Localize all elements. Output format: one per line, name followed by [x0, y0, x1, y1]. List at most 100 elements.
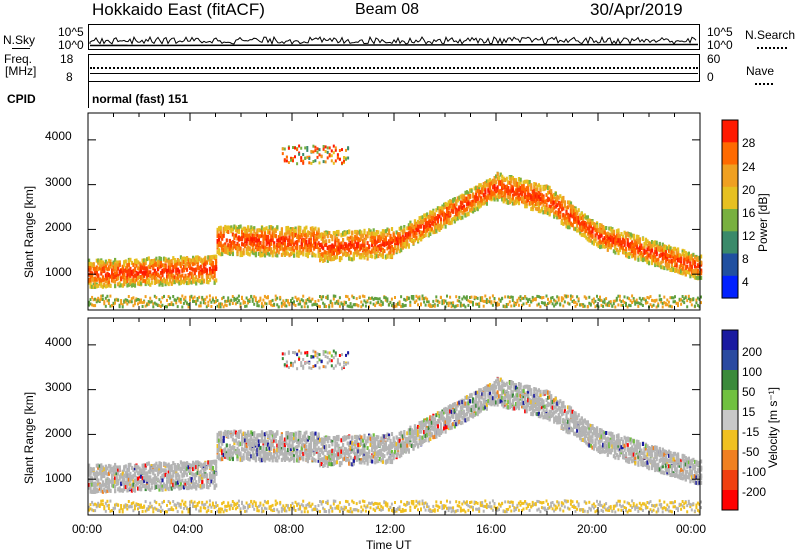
power-cell [387, 239, 391, 244]
power-cell [189, 263, 192, 268]
power-cell [680, 302, 683, 306]
power-cell [120, 276, 123, 281]
power-cell [199, 271, 202, 276]
power-cell [164, 257, 167, 262]
power-cell [306, 146, 309, 149]
power-cell [288, 303, 291, 307]
power-cell [563, 200, 566, 205]
power-cell [101, 284, 104, 289]
power-cell [265, 248, 268, 253]
power-cell [167, 257, 170, 262]
power-cell [146, 257, 149, 262]
power-cell [91, 295, 94, 299]
power-cell [452, 209, 455, 214]
power-cell [324, 145, 327, 149]
power-cell [126, 283, 129, 288]
power-cell [256, 238, 259, 243]
power-cell [381, 232, 384, 237]
freq-tick-top: 18 [60, 52, 74, 66]
power-cell [175, 262, 178, 267]
power-cell [248, 252, 251, 257]
power-cell [478, 304, 481, 308]
power-cell [439, 217, 443, 222]
power-cell [395, 237, 398, 242]
power-cell [375, 246, 378, 251]
power-cell [124, 259, 127, 264]
power-cell [109, 294, 112, 298]
power-cell [686, 305, 689, 309]
power-cell [398, 237, 401, 242]
power-cell [263, 234, 267, 239]
power-cell [144, 258, 147, 263]
power-cell [147, 264, 150, 269]
power-cell [290, 246, 293, 251]
power-cell [192, 300, 194, 303]
nsearch-tick-bottom: 10^0 [707, 38, 733, 52]
power-cell [185, 261, 189, 266]
power-cell [257, 242, 260, 247]
power-cell [268, 300, 271, 304]
power-cell [260, 228, 264, 233]
power-cell [323, 232, 326, 237]
power-cell [137, 281, 140, 286]
power-cell [196, 278, 199, 283]
power-cell [176, 305, 179, 309]
power-cell [413, 233, 417, 238]
power-cell [253, 237, 256, 242]
power-cell [178, 259, 181, 264]
power-cell [129, 300, 132, 304]
power-cell [337, 302, 340, 306]
power-cell [100, 271, 103, 276]
power-cell [326, 150, 329, 154]
power-cell [348, 230, 351, 235]
power-cell [323, 242, 326, 247]
power-cell [231, 227, 234, 232]
power-cell [279, 246, 282, 251]
power-cell [324, 160, 327, 164]
power-cell [149, 265, 152, 270]
power-cell [338, 304, 341, 308]
power-cell [331, 250, 334, 255]
power-cell [216, 304, 219, 308]
power-cell [247, 228, 250, 233]
power-cell [233, 298, 236, 302]
power-cell [331, 237, 334, 242]
power-cell [126, 276, 129, 280]
power-cell [547, 297, 549, 301]
power-cell [334, 294, 337, 298]
power-cell [360, 243, 363, 248]
power-cell [280, 301, 283, 305]
power-cell [390, 244, 394, 249]
power-cell [120, 301, 123, 305]
power-cell [152, 275, 155, 280]
power-cell [372, 228, 375, 233]
power-cell [144, 261, 147, 266]
power-cell [244, 237, 247, 242]
power-cell [187, 277, 190, 282]
power-cell [377, 235, 380, 240]
power-cell [330, 149, 333, 153]
power-cell [328, 303, 331, 307]
power-cell [234, 233, 238, 238]
power-cell [95, 298, 98, 302]
power-cell [332, 151, 335, 155]
power-cell [358, 255, 361, 260]
power-cell [360, 305, 363, 309]
power-cell [317, 228, 320, 233]
power-cell [420, 302, 422, 306]
power-cell [326, 156, 329, 160]
power-cell [189, 298, 191, 302]
power-cell [589, 303, 592, 307]
nsearch-tick-top: 10^5 [707, 25, 733, 39]
power-cell [308, 242, 311, 247]
power-cell [262, 304, 265, 308]
power-cell [149, 262, 152, 267]
power-cell [202, 263, 205, 268]
power-cell [144, 295, 147, 299]
power-cell [248, 236, 251, 241]
power-cell [410, 295, 413, 298]
power-cell [369, 297, 372, 301]
power-cell [298, 144, 301, 148]
power-cell [384, 298, 387, 302]
power-cell [179, 297, 182, 301]
